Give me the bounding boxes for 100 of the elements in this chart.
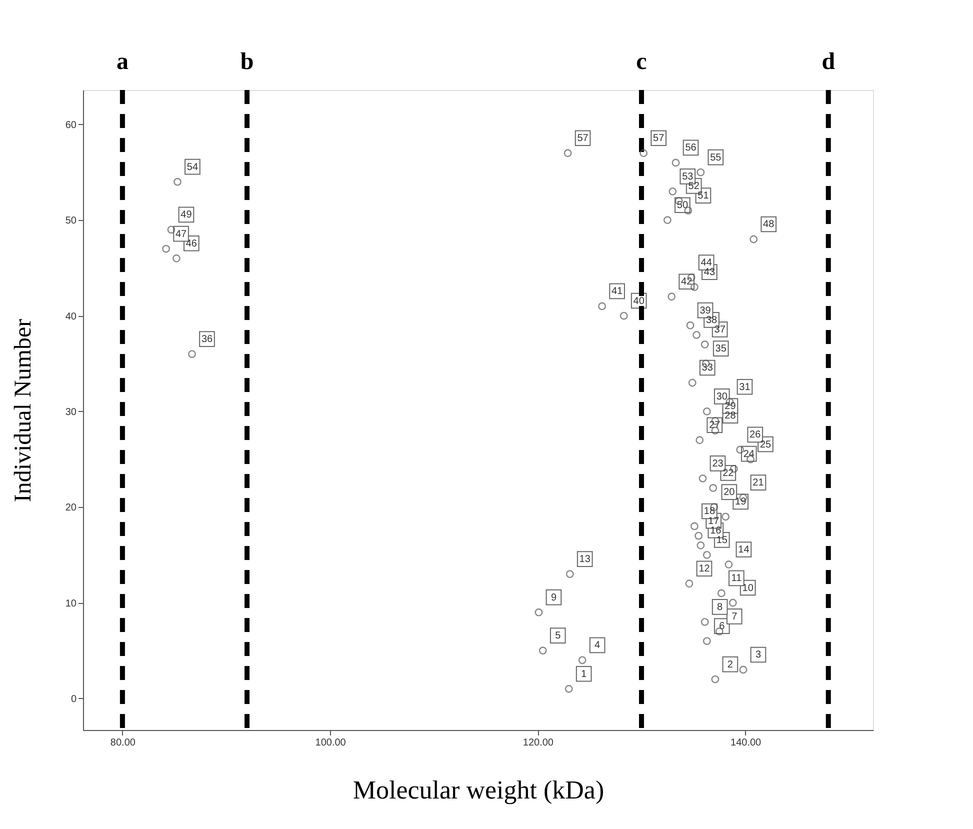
point <box>686 321 694 330</box>
point <box>694 532 703 540</box>
data-label: 11 <box>731 573 742 584</box>
point <box>696 436 704 444</box>
point <box>566 570 574 578</box>
point <box>688 378 696 387</box>
data-label: 44 <box>700 258 712 269</box>
data-label: 47 <box>175 228 188 240</box>
data-label: 14 <box>738 544 750 556</box>
data-label: 3 <box>755 650 762 661</box>
point <box>717 589 726 598</box>
x-tick-label: 120.00 <box>522 738 554 748</box>
point <box>172 254 180 262</box>
point <box>564 684 573 693</box>
y-tick-label: 20 <box>65 502 77 514</box>
point <box>722 512 730 521</box>
data-label: 15 <box>716 534 728 546</box>
data-label: 28 <box>724 410 736 422</box>
point <box>696 168 705 176</box>
data-label: 37 <box>714 324 726 336</box>
point <box>739 666 748 674</box>
data-label: 4 <box>594 640 601 652</box>
data-label: 13 <box>579 554 591 566</box>
data-label: 18 <box>704 506 716 518</box>
point <box>700 618 709 626</box>
point <box>640 149 648 158</box>
point <box>672 158 680 167</box>
data-label: 23 <box>712 458 724 470</box>
data-label: 55 <box>710 152 722 164</box>
data-label: 9 <box>550 592 557 604</box>
point <box>711 675 720 684</box>
point <box>685 580 694 588</box>
data-label: 54 <box>186 162 198 173</box>
data-label: 53 <box>682 171 694 182</box>
data-label: 39 <box>700 305 712 316</box>
data-label: 51 <box>698 190 710 202</box>
point <box>668 292 676 301</box>
data-label: 46 <box>186 238 198 250</box>
point <box>564 149 572 158</box>
point <box>188 350 196 358</box>
point <box>736 446 744 454</box>
ref-line-label: b <box>240 49 254 75</box>
x-tick-label: 100.00 <box>315 738 346 748</box>
point <box>162 244 170 253</box>
point <box>538 646 547 655</box>
y-tick-label: 0 <box>70 694 77 705</box>
data-label: 48 <box>763 219 775 230</box>
point <box>702 407 711 416</box>
data-label: 21 <box>752 478 764 489</box>
x-axis-title: Molecular weight (kDa) <box>352 776 604 804</box>
data-label: 8 <box>717 602 724 613</box>
x-tick-label: 80.00 <box>110 738 136 748</box>
data-label: 56 <box>685 142 697 154</box>
y-tick-label: 30 <box>65 406 77 418</box>
point <box>534 608 543 616</box>
point <box>598 302 606 310</box>
y-tick-label: 40 <box>65 311 77 322</box>
data-label: 12 <box>698 564 710 575</box>
data-label: 33 <box>702 362 714 374</box>
data-label: 25 <box>760 439 772 450</box>
data-label: 31 <box>739 382 751 393</box>
y-axis-title: Individual Number <box>10 318 36 502</box>
data-label: 27 <box>709 420 721 432</box>
data-label: 19 <box>735 496 747 508</box>
data-label: 16 <box>710 525 722 536</box>
point <box>167 226 176 234</box>
point <box>664 216 672 224</box>
data-label: 1 <box>581 668 588 680</box>
point <box>709 484 718 492</box>
data-label: 36 <box>201 334 213 346</box>
y-tick-label: 60 <box>65 120 77 131</box>
point <box>620 312 628 320</box>
data-label: 38 <box>706 314 718 326</box>
data-label: 35 <box>715 344 727 355</box>
point <box>690 283 698 292</box>
data-label: 40 <box>633 296 645 307</box>
data-label: 43 <box>704 267 716 278</box>
ref-line-label: d <box>822 49 836 75</box>
data-label: 57 <box>577 133 589 144</box>
data-label: 57 <box>653 133 665 144</box>
point <box>702 637 711 645</box>
data-label: 7 <box>732 611 738 622</box>
y-tick-label: 10 <box>65 598 77 610</box>
data-label: 20 <box>724 487 736 498</box>
data-label: 10 <box>742 582 754 594</box>
data-label: 2 <box>727 659 734 670</box>
data-label: 17 <box>708 516 720 527</box>
y-tick-label: 50 <box>65 216 77 227</box>
point <box>698 474 707 482</box>
point <box>668 187 677 196</box>
data-label: 42 <box>681 276 693 288</box>
point <box>174 178 182 186</box>
point <box>578 656 586 664</box>
point <box>690 522 698 530</box>
point <box>692 330 700 339</box>
point <box>696 541 705 550</box>
data-label: 49 <box>180 210 192 221</box>
data-label: 30 <box>716 391 728 402</box>
point <box>724 560 733 568</box>
x-tick-label: 140.00 <box>730 738 762 748</box>
